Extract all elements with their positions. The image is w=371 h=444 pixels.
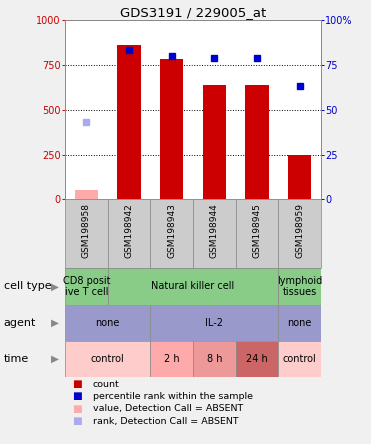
Text: 8 h: 8 h — [207, 354, 222, 364]
Text: ■: ■ — [72, 404, 82, 414]
Text: value, Detection Call = ABSENT: value, Detection Call = ABSENT — [93, 404, 243, 413]
Bar — [65, 199, 108, 268]
Text: ▶: ▶ — [51, 318, 59, 328]
Bar — [65, 341, 150, 377]
Text: count: count — [93, 380, 119, 388]
Bar — [288, 155, 311, 199]
Text: percentile rank within the sample: percentile rank within the sample — [93, 392, 253, 401]
Bar — [150, 341, 193, 377]
Text: GSM198944: GSM198944 — [210, 203, 219, 258]
Text: cell type: cell type — [4, 281, 51, 291]
Text: 2 h: 2 h — [164, 354, 180, 364]
Bar — [65, 305, 150, 341]
Bar — [108, 199, 150, 268]
Bar — [236, 199, 278, 268]
Text: GSM198943: GSM198943 — [167, 203, 176, 258]
Text: ■: ■ — [72, 379, 82, 389]
Bar — [278, 268, 321, 305]
Bar — [150, 199, 193, 268]
Bar — [193, 199, 236, 268]
Bar — [278, 199, 321, 268]
Text: ■: ■ — [72, 416, 82, 426]
Text: time: time — [4, 354, 29, 364]
Bar — [160, 59, 183, 199]
Bar — [193, 341, 236, 377]
Bar — [278, 305, 321, 341]
Bar — [117, 45, 141, 199]
Bar — [108, 268, 278, 305]
Text: none: none — [95, 318, 120, 328]
Text: ■: ■ — [72, 392, 82, 401]
Text: agent: agent — [4, 318, 36, 328]
Bar — [236, 341, 278, 377]
Text: 24 h: 24 h — [246, 354, 268, 364]
Text: GSM198959: GSM198959 — [295, 203, 304, 258]
Title: GDS3191 / 229005_at: GDS3191 / 229005_at — [120, 6, 266, 19]
Bar — [75, 190, 98, 199]
Text: control: control — [283, 354, 316, 364]
Text: GSM198958: GSM198958 — [82, 203, 91, 258]
Text: none: none — [288, 318, 312, 328]
Bar — [150, 305, 278, 341]
Bar — [245, 85, 269, 199]
Text: GSM198942: GSM198942 — [124, 203, 134, 258]
Text: GSM198945: GSM198945 — [252, 203, 262, 258]
Text: CD8 posit
ive T cell: CD8 posit ive T cell — [62, 276, 110, 297]
Bar — [65, 268, 108, 305]
Text: IL-2: IL-2 — [205, 318, 223, 328]
Text: Natural killer cell: Natural killer cell — [151, 281, 234, 291]
Text: rank, Detection Call = ABSENT: rank, Detection Call = ABSENT — [93, 417, 239, 426]
Text: ▶: ▶ — [51, 281, 59, 291]
Text: lymphoid
tissues: lymphoid tissues — [277, 276, 322, 297]
Text: control: control — [91, 354, 124, 364]
Text: ▶: ▶ — [51, 354, 59, 364]
Bar — [278, 341, 321, 377]
Bar — [203, 85, 226, 199]
